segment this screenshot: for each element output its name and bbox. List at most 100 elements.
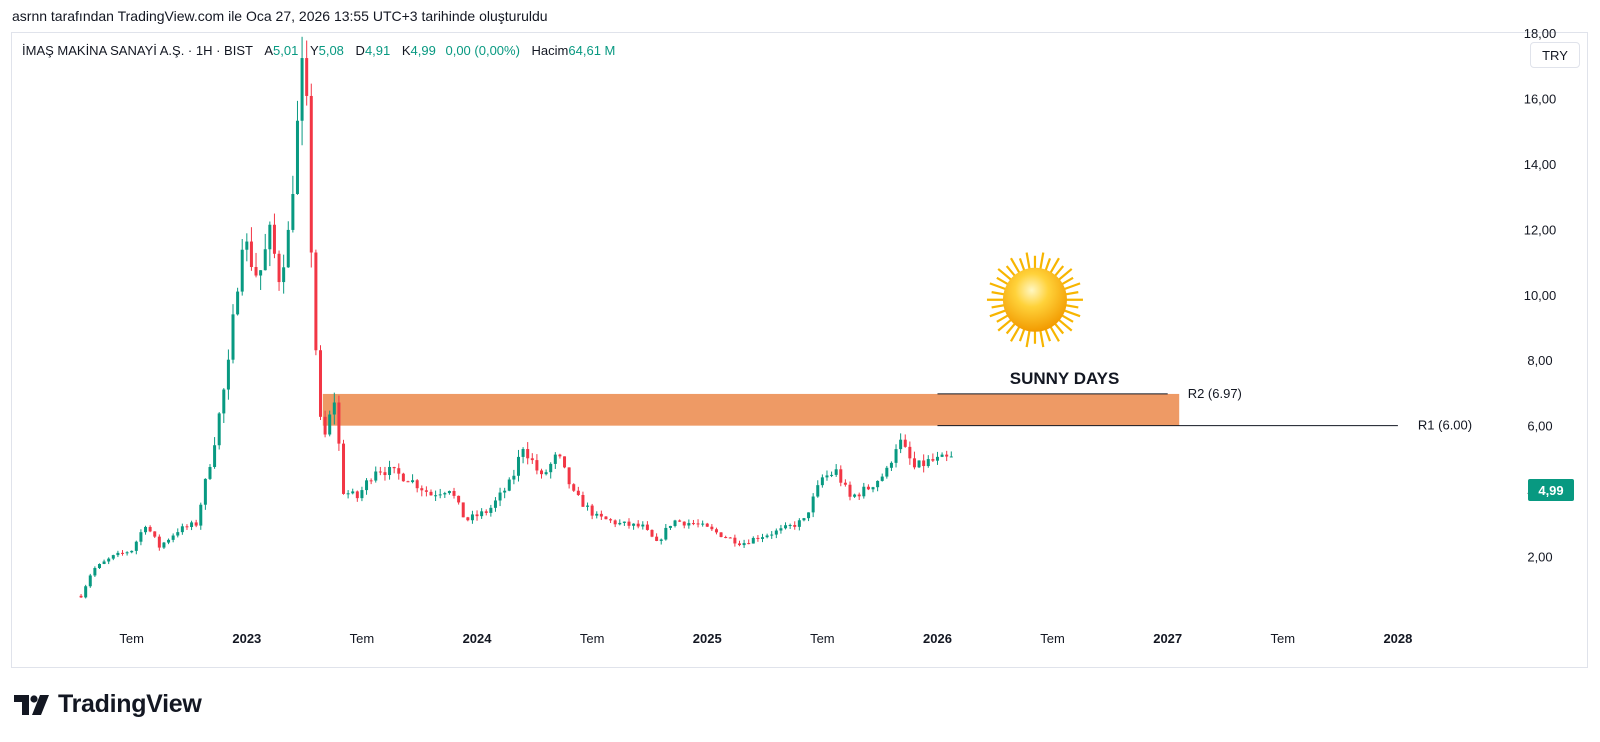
candle-body[interactable] [613, 520, 617, 525]
candle-body[interactable] [935, 456, 939, 461]
candle-body[interactable] [369, 480, 373, 482]
candle-body[interactable] [774, 530, 778, 535]
candle-body[interactable] [590, 505, 594, 516]
candle-body[interactable] [922, 460, 926, 467]
candle-body[interactable] [102, 561, 106, 564]
candle-body[interactable] [314, 252, 318, 351]
candle-body[interactable] [231, 314, 235, 360]
candle-body[interactable] [917, 460, 921, 468]
candle-body[interactable] [222, 389, 226, 414]
candle-body[interactable] [139, 532, 143, 542]
candle-body[interactable] [318, 350, 322, 417]
candle-body[interactable] [714, 529, 718, 533]
candle-body[interactable] [793, 524, 797, 527]
candle-body[interactable] [544, 472, 548, 475]
candle-body[interactable] [79, 595, 83, 598]
candle-body[interactable] [664, 527, 668, 540]
candle-body[interactable] [438, 494, 442, 496]
candle-body[interactable] [659, 539, 663, 541]
candle-body[interactable] [710, 526, 714, 530]
candle-body[interactable] [880, 476, 884, 481]
candle-body[interactable] [346, 493, 350, 495]
candle-body[interactable] [97, 563, 101, 569]
candle-body[interactable] [908, 446, 912, 459]
candle-body[interactable] [632, 523, 636, 526]
candle-body[interactable] [305, 58, 309, 96]
candle-body[interactable] [802, 518, 806, 521]
candle-body[interactable] [503, 490, 507, 493]
candle-body[interactable] [374, 471, 378, 481]
candle-body[interactable] [691, 523, 695, 525]
candle-body[interactable] [512, 475, 516, 480]
candle-body[interactable] [245, 241, 249, 250]
candle-body[interactable] [351, 491, 355, 494]
candle-body[interactable] [153, 531, 157, 537]
candle-body[interactable] [199, 504, 203, 526]
candle-body[interactable] [816, 485, 820, 497]
candle-body[interactable] [480, 511, 484, 517]
candle-body[interactable] [217, 413, 221, 446]
candle-body[interactable] [595, 513, 599, 516]
candle-body[interactable] [733, 537, 737, 544]
candle-body[interactable] [461, 502, 465, 518]
candle-body[interactable] [926, 459, 930, 467]
candle-body[interactable] [811, 496, 815, 513]
candle-body[interactable] [949, 456, 953, 458]
candle-body[interactable] [521, 449, 525, 457]
candle-body[interactable] [770, 534, 774, 536]
candle-body[interactable] [618, 522, 622, 525]
candle-body[interactable] [931, 459, 935, 461]
candle-body[interactable] [286, 229, 290, 268]
candle-body[interactable] [291, 194, 295, 230]
candle-body[interactable] [825, 475, 829, 478]
candle-body[interactable] [411, 480, 415, 483]
candle-body[interactable] [342, 443, 346, 494]
candle-body[interactable] [240, 249, 244, 292]
candle-body[interactable] [645, 524, 649, 530]
candle-body[interactable] [553, 454, 557, 464]
candle-body[interactable] [157, 536, 161, 548]
candle-body[interactable] [747, 543, 751, 545]
candle-body[interactable] [121, 552, 125, 554]
candle-body[interactable] [434, 495, 438, 497]
candle-body[interactable] [834, 469, 838, 475]
candle-body[interactable] [599, 513, 603, 517]
candle-body[interactable] [190, 522, 194, 527]
candle-body[interactable] [636, 523, 640, 527]
candle-body[interactable] [779, 528, 783, 531]
candle-body[interactable] [765, 535, 769, 538]
candle-body[interactable] [162, 542, 166, 548]
candle-body[interactable] [176, 532, 180, 536]
candle-body[interactable] [830, 474, 834, 476]
candle-body[interactable] [203, 478, 207, 505]
candle-body[interactable] [940, 454, 944, 457]
candle-body[interactable] [853, 494, 857, 497]
candle-body[interactable] [263, 249, 267, 271]
candle-body[interactable] [424, 490, 428, 492]
candle-body[interactable] [466, 517, 470, 521]
candle-body[interactable] [93, 568, 97, 576]
candle-body[interactable] [516, 456, 520, 476]
candle-body[interactable] [567, 467, 571, 485]
candle-body[interactable] [447, 491, 451, 494]
candle-body[interactable] [507, 479, 511, 491]
candle-body[interactable] [903, 439, 907, 447]
candle-body[interactable] [378, 471, 382, 473]
candle-body[interactable] [705, 523, 709, 527]
candle-body[interactable] [563, 456, 567, 468]
candle-body[interactable] [604, 516, 608, 520]
candle-body[interactable] [130, 550, 134, 553]
candle-body[interactable] [254, 267, 258, 276]
candle-body[interactable] [862, 486, 866, 497]
candle-body[interactable] [268, 224, 272, 250]
candle-body[interactable] [443, 493, 447, 495]
candle-body[interactable] [627, 521, 631, 526]
candle-body[interactable] [355, 491, 359, 499]
candle-body[interactable] [889, 462, 893, 468]
candle-body[interactable] [576, 490, 580, 496]
candle-body[interactable] [337, 402, 341, 444]
candle-body[interactable] [719, 532, 723, 538]
candle-body[interactable] [535, 460, 539, 471]
symbol-title[interactable]: İMAŞ MAKİNA SANAYİ A.Ş. · 1H · BIST [22, 43, 253, 58]
candle-body[interactable] [332, 402, 336, 415]
